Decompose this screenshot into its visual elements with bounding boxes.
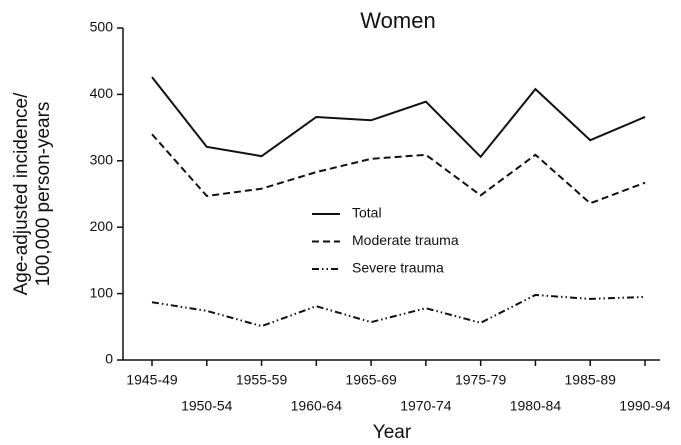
x-tick-label: 1990-94 [619, 398, 671, 414]
series-line [151, 76, 646, 159]
x-tick-label: 1960-64 [291, 398, 343, 414]
x-tick-label: 1985-89 [565, 372, 617, 388]
legend-label: Total [352, 205, 382, 221]
y-axis-label: Age-adjusted incidence/ 100,000 person-y… [11, 92, 54, 296]
y-tick-label: 300 [90, 152, 114, 168]
x-tick-label: 1975-79 [455, 372, 507, 388]
legend-label: Moderate trauma [352, 232, 459, 248]
x-tick-label: 1980-84 [510, 398, 562, 414]
x-tick-label: 1970-74 [400, 398, 452, 414]
y-tick-label: 100 [90, 284, 114, 300]
series-line [151, 133, 646, 205]
y-tick-label: 400 [90, 85, 114, 101]
legend-label: Severe trauma [352, 260, 444, 276]
y-tick-label: 500 [90, 19, 114, 35]
x-tick-label: 1955-59 [236, 372, 288, 388]
y-tick-label: 200 [90, 218, 114, 234]
chart-title: Women [360, 8, 435, 33]
x-tick-label: 1965-69 [345, 372, 397, 388]
y-axis-label-line: 100,000 person-years [33, 102, 54, 287]
x-tick-label: 1950-54 [181, 398, 233, 414]
y-axis-label-line: Age-adjusted incidence/ [11, 92, 32, 296]
x-tick-label: 1945-49 [126, 372, 178, 388]
x-axis-label: Year [373, 422, 412, 443]
y-tick-label: 0 [105, 351, 113, 367]
series-line [151, 293, 646, 328]
